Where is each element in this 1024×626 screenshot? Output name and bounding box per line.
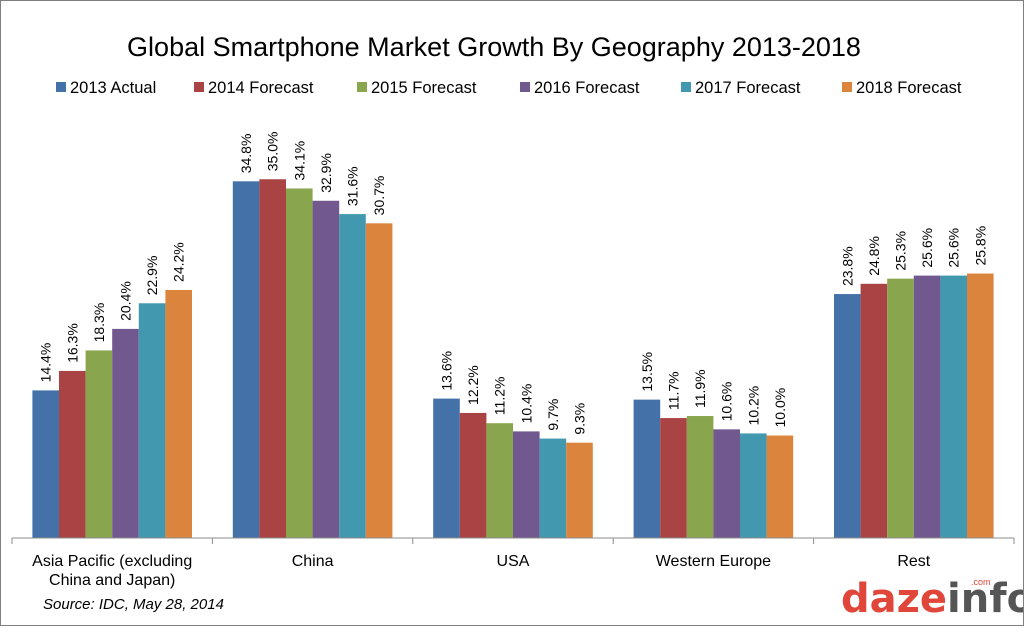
data-label-4-4: 25.6% [946, 228, 962, 268]
bar-4-4 [940, 275, 967, 538]
data-label-0-2: 18.3% [91, 303, 107, 343]
category-label-1-0: China [292, 553, 334, 570]
category-label-3-0: Western Europe [656, 553, 771, 570]
bar-0-3 [112, 328, 139, 538]
data-label-2-3: 10.4% [518, 384, 534, 424]
bar-1-3 [312, 200, 340, 538]
legend-label-3: 2016 Forecast [534, 79, 640, 97]
data-label-1-0: 34.8% [238, 134, 254, 174]
bar-1-5 [365, 223, 393, 538]
bar-4-3 [913, 275, 941, 538]
data-label-2-5: 9.3% [572, 403, 588, 435]
bar-2-2 [486, 423, 513, 538]
data-label-4-3: 25.6% [919, 228, 935, 268]
legend-swatch-2 [357, 82, 367, 92]
bar-3-3 [713, 429, 740, 538]
bar-3-4 [740, 433, 767, 538]
bar-4-1 [860, 283, 888, 538]
bar-2-3 [513, 431, 540, 538]
data-label-1-1: 35.0% [265, 132, 281, 172]
source-note: Source: IDC, May 28, 2014 [43, 596, 224, 613]
legend-swatch-0 [56, 82, 66, 92]
data-label-3-3: 10.6% [719, 382, 735, 422]
bar-0-5 [165, 289, 192, 538]
logo-part-e: e [920, 576, 947, 622]
bar-2-1 [459, 412, 487, 538]
bar-3-5 [766, 435, 794, 538]
data-label-1-4: 31.6% [345, 166, 361, 206]
logo-wordmark: dazeinfo [841, 576, 1023, 622]
data-label-0-0: 14.4% [38, 343, 54, 383]
data-label-2-0: 13.6% [439, 351, 455, 391]
bar-1-4 [339, 214, 366, 538]
legend-label-2: 2015 Forecast [371, 79, 477, 97]
legend-swatch-3 [520, 82, 530, 92]
legend-label-1: 2014 Forecast [208, 79, 314, 97]
dazeinfo-logo: dazeinfo .com [841, 576, 1023, 622]
category-label-2-0: USA [497, 553, 530, 570]
bars [32, 179, 994, 539]
data-label-3-5: 10.0% [772, 388, 788, 428]
data-label-1-3: 32.9% [318, 153, 334, 193]
bar-0-0 [32, 390, 59, 538]
data-label-3-1: 11.7% [666, 371, 682, 410]
logo-tagline: .com [971, 577, 991, 587]
data-label-1-2: 34.1% [291, 141, 307, 181]
legend-swatch-4 [681, 82, 691, 92]
chart-title: Global Smartphone Market Growth By Geogr… [127, 32, 861, 62]
bar-1-2 [286, 188, 313, 538]
data-label-0-5: 24.2% [171, 242, 187, 282]
legend-swatch-1 [194, 82, 204, 92]
category-label-0-1: China and Japan) [49, 572, 175, 589]
data-label-3-4: 10.2% [745, 386, 761, 426]
bar-1-0 [232, 181, 260, 539]
bar-3-1 [660, 418, 687, 538]
data-labels: 14.4% 16.3% 18.3% 20.4% 22.9% 24.2% 34.8% 35.0%… [38, 132, 989, 435]
bar-2-0 [433, 398, 460, 538]
data-label-4-1: 24.8% [866, 236, 882, 276]
bar-0-2 [85, 350, 113, 538]
legend-label-4: 2017 Forecast [695, 79, 801, 97]
data-label-0-1: 16.3% [64, 323, 80, 363]
logo-part-daz: daz [841, 576, 920, 622]
x-axis-ticks [11, 538, 1015, 544]
data-label-2-2: 11.2% [492, 377, 508, 416]
bar-0-1 [59, 370, 86, 538]
logo-part-info: info [947, 576, 1023, 622]
category-label-0-0: Asia Pacific (excluding [32, 553, 192, 570]
bar-4-2 [887, 278, 914, 538]
data-label-4-5: 25.8% [972, 226, 988, 266]
legend-label-0: 2013 Actual [70, 79, 156, 97]
bar-4-5 [967, 273, 994, 538]
category-label-4-0: Rest [897, 553, 930, 570]
data-label-2-1: 12.2% [465, 365, 481, 405]
bar-3-2 [686, 416, 714, 538]
bar-2-4 [539, 438, 567, 538]
data-label-1-5: 30.7% [371, 176, 387, 216]
category-labels: Asia Pacific (excluding China and Japan) C… [32, 553, 931, 589]
legend-swatch-5 [842, 82, 852, 92]
data-label-0-3: 20.4% [118, 281, 134, 321]
bar-2-5 [566, 442, 593, 538]
bar-1-1 [259, 179, 286, 538]
bar-3-0 [633, 399, 661, 538]
data-label-3-0: 13.5% [639, 352, 655, 392]
bar-4-0 [834, 294, 861, 538]
data-label-0-4: 22.9% [144, 256, 160, 296]
data-label-4-2: 25.3% [893, 231, 909, 271]
legend: 2013 Actual 2014 Forecast 2015 Forecast 201… [56, 79, 962, 97]
bar-0-4 [138, 303, 166, 538]
data-label-2-4: 9.7% [545, 399, 561, 431]
data-label-4-0: 23.8% [839, 246, 855, 286]
legend-label-5: 2018 Forecast [856, 79, 962, 97]
data-label-3-2: 11.9% [692, 369, 708, 408]
